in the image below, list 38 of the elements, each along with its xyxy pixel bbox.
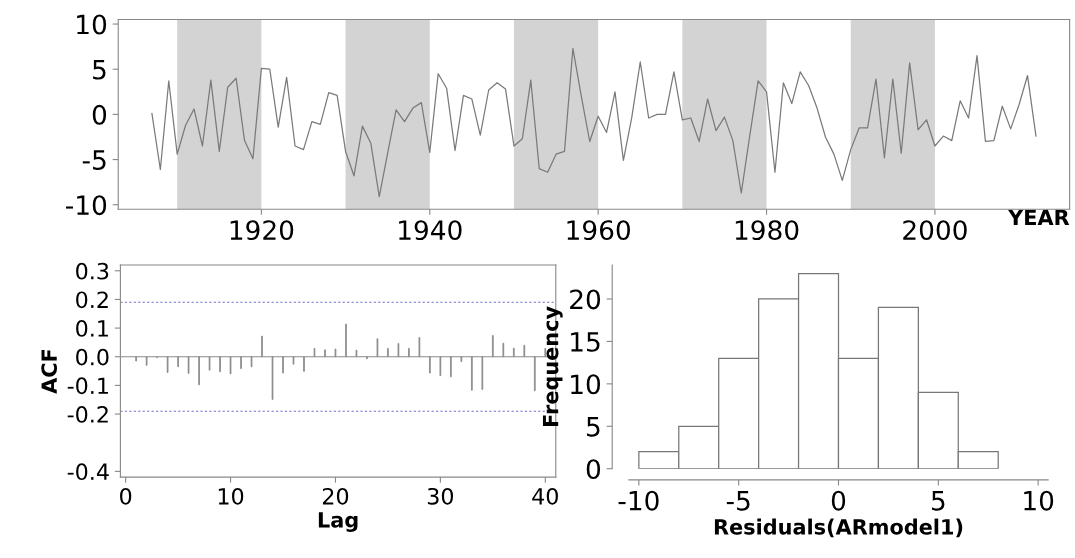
- y-tick-label: 10: [77, 14, 107, 35]
- x-axis-title: YEAR: [1007, 209, 1070, 225]
- x-tick-label: 10: [218, 487, 244, 505]
- y-tick-label: 10: [571, 374, 601, 395]
- y-tick-label: 20: [570, 289, 601, 310]
- y-tick-label: -5: [82, 150, 106, 170]
- x-tick-label: 1960: [567, 220, 630, 241]
- y-tick-label: 0.3: [76, 262, 109, 280]
- y-tick-label: 0.0: [76, 348, 109, 366]
- x-tick-label: -10: [618, 490, 659, 511]
- x-axis-title: Lag: [318, 512, 358, 532]
- y-tick-label: -10: [66, 195, 107, 216]
- x-tick-label: -5: [726, 491, 750, 511]
- y-tick-label: 0: [586, 459, 601, 480]
- x-tick-label: 1920: [230, 220, 294, 241]
- x-tick-label: 2000: [903, 220, 967, 241]
- x-tick-label: 0: [120, 487, 132, 505]
- x-tick-label: 0: [831, 490, 846, 511]
- y-tick-label: 0: [92, 104, 107, 125]
- x-tick-label: 5: [931, 491, 945, 511]
- x-axis-title: Residuals(ARmodel1): [714, 518, 963, 538]
- x-tick-label: 1980: [735, 220, 799, 241]
- y-tick-label: -0.4: [67, 463, 109, 481]
- y-axis-title: ACF: [41, 350, 58, 394]
- y-axis-title: Frequency: [542, 306, 563, 426]
- line-series: [151, 47, 1037, 198]
- y-tick-label: 5: [587, 417, 600, 437]
- y-tick-label: -0.1: [67, 377, 108, 395]
- y-tick-label: 5: [93, 60, 106, 80]
- y-tick-label: 15: [571, 332, 600, 352]
- x-tick-label: 30: [427, 487, 454, 505]
- y-tick-label: -0.2: [67, 406, 108, 423]
- y-tick-label: 0.2: [76, 291, 108, 309]
- x-tick-label: 40: [532, 487, 558, 505]
- x-tick-label: 10: [1024, 490, 1054, 511]
- y-tick-label: 0.1: [76, 320, 108, 337]
- x-tick-label: 1940: [399, 220, 462, 241]
- x-tick-label: 20: [322, 487, 349, 505]
